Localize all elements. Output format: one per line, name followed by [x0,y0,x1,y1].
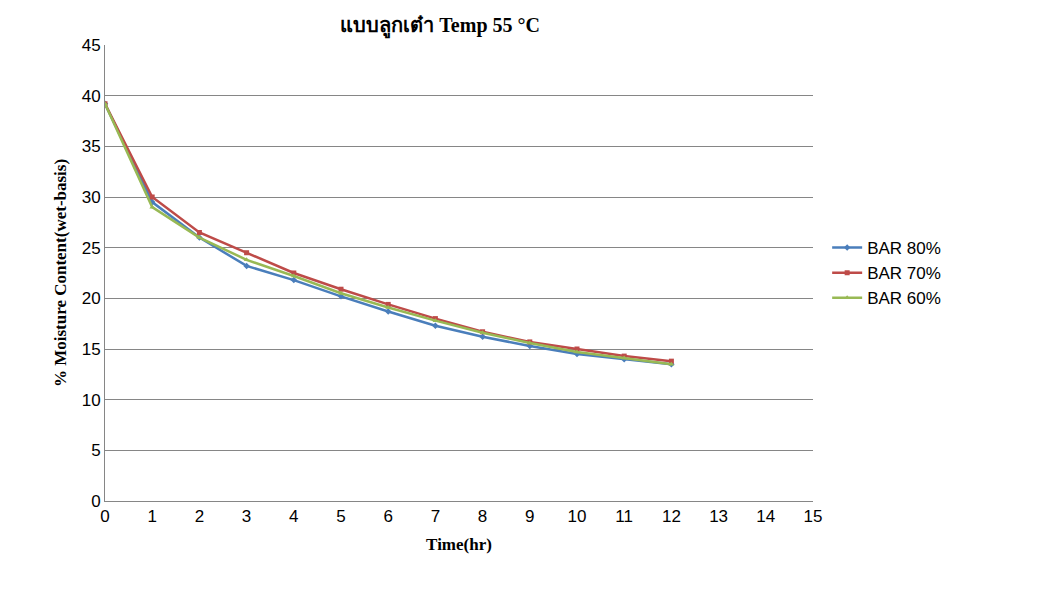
svg-text:40: 40 [82,87,101,106]
svg-text:Time(hr): Time(hr) [426,535,492,554]
svg-text:BAR 60%: BAR 60% [867,289,941,308]
svg-text:35: 35 [82,137,101,156]
svg-text:2: 2 [195,507,204,526]
svg-text:12: 12 [662,507,681,526]
svg-text:15: 15 [804,507,823,526]
svg-text:30: 30 [82,188,101,207]
svg-text:5: 5 [336,507,345,526]
svg-text:11: 11 [615,507,633,526]
svg-text:0: 0 [91,492,100,511]
svg-text:5: 5 [91,441,100,460]
svg-text:9: 9 [525,507,534,526]
svg-text:25: 25 [82,239,101,258]
svg-text:20: 20 [82,289,101,308]
svg-text:8: 8 [478,507,487,526]
svg-text:45: 45 [82,36,101,55]
svg-text:% Moisture Content(wet-basis): % Moisture Content(wet-basis) [51,159,70,387]
svg-text:BAR 80%: BAR 80% [867,239,941,258]
svg-text:14: 14 [756,507,775,526]
svg-text:1: 1 [147,507,156,526]
svg-text:13: 13 [709,507,728,526]
svg-text:0: 0 [100,507,109,526]
svg-text:10: 10 [82,391,101,410]
svg-text:6: 6 [383,507,392,526]
svg-text:3: 3 [242,507,251,526]
svg-text:แบบลูกเต๋า Temp 55 °C: แบบลูกเต๋า Temp 55 °C [340,14,540,39]
svg-text:15: 15 [82,340,101,359]
svg-text:4: 4 [289,507,298,526]
svg-text:7: 7 [431,507,440,526]
svg-text:BAR 70%: BAR 70% [867,264,941,283]
svg-text:10: 10 [568,507,587,526]
